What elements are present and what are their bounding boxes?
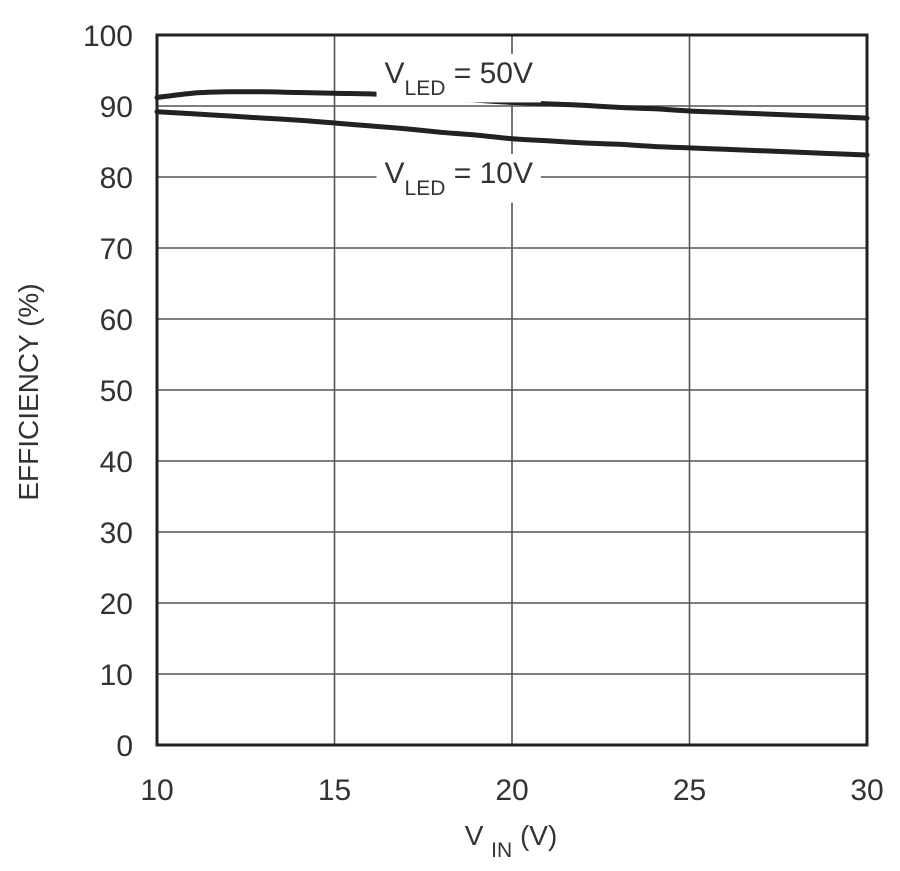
x-tick-label: 25: [673, 774, 706, 807]
series-label-main: V: [385, 157, 405, 190]
y-tick-label: 50: [100, 375, 133, 408]
y-tick-label: 30: [100, 517, 133, 550]
y-tick-label: 80: [100, 162, 133, 195]
y-tick-label: 10: [100, 659, 133, 692]
y-tick-label: 40: [100, 446, 133, 479]
series-label-value: = 50V: [445, 57, 533, 90]
y-tick-label: 90: [100, 91, 133, 124]
y-tick-label: 60: [100, 304, 133, 337]
y-tick-label: 20: [100, 588, 133, 621]
y-axis-label: EFFICIENCY (%): [13, 283, 44, 500]
plot-frame: [155, 33, 869, 747]
x-tick-label: 15: [318, 774, 351, 807]
series-label-background: [376, 154, 541, 203]
series-label-main: V: [385, 57, 405, 90]
x-axis-label-subscript: IN: [491, 839, 512, 862]
series-label-subscript: LED: [405, 76, 446, 99]
series-label-background: [376, 53, 541, 103]
x-axis-label-main: V: [465, 820, 484, 851]
y-tick-label: 70: [100, 233, 133, 266]
x-tick-label: 30: [850, 774, 883, 807]
grid: [157, 35, 867, 745]
x-axis-label: V IN (V): [465, 820, 558, 862]
series-line-2: [154, 109, 870, 158]
x-axis-ticks: 10 15 20 25 30: [140, 774, 883, 807]
y-tick-label: 100: [83, 20, 133, 53]
series-label-value: = 10V: [445, 157, 533, 190]
series-label-2: VLED = 10V: [385, 157, 533, 200]
x-axis-label-unit: (V): [520, 820, 557, 851]
x-tick-label: 20: [495, 774, 528, 807]
series-label-subscript: LED: [405, 177, 446, 200]
y-tick-label: 0: [116, 730, 133, 763]
series-label-1: VLED = 50V: [385, 57, 533, 100]
y-axis-ticks: 0 10 20 30 40 50 60 70 80 90 100: [83, 20, 133, 763]
x-tick-label: 10: [140, 774, 173, 807]
